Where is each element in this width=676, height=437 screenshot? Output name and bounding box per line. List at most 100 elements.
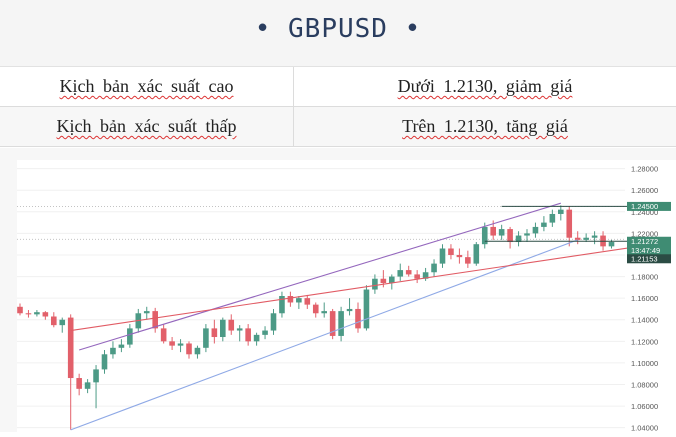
- candle-body: [118, 344, 125, 348]
- price-badge-label: 1.24500: [631, 202, 658, 211]
- candle-body: [76, 378, 82, 389]
- scenario-label: Kịch bản xác suất cao: [59, 76, 234, 96]
- candle-body: [127, 328, 133, 345]
- candle-body: [270, 313, 277, 331]
- candle-body: [397, 270, 404, 277]
- candle-body: [431, 263, 437, 273]
- candle-body: [532, 226, 539, 234]
- column-divider: [293, 107, 294, 146]
- candle-body: [245, 328, 251, 342]
- table-row: Kịch bản xác suất thấp Trên 1.2130, tăng…: [0, 107, 676, 147]
- candle-body: [287, 296, 294, 303]
- candle-body: [59, 319, 66, 326]
- column-divider: [293, 67, 294, 106]
- price-badge-time: 13:47:49: [631, 246, 660, 255]
- candle-body: [591, 235, 598, 238]
- candle-body: [541, 222, 547, 227]
- candle-body: [507, 229, 513, 243]
- page-title: • GBPUSD •: [254, 14, 422, 44]
- candle-body: [186, 343, 192, 355]
- candle-body: [84, 382, 91, 389]
- candle-body: [490, 226, 496, 236]
- y-tick-label: 1.16000: [631, 294, 658, 303]
- candle-body: [236, 328, 243, 331]
- candle-body: [558, 209, 564, 214]
- candle-body: [448, 248, 454, 255]
- title-bar: • GBPUSD •: [0, 0, 676, 67]
- candle-body: [465, 257, 471, 264]
- candle-body: [549, 213, 556, 223]
- candle-body: [414, 274, 420, 279]
- candle-body: [380, 278, 387, 284]
- candle-body: [67, 317, 74, 379]
- price-badge: [627, 236, 671, 255]
- candle-body: [177, 343, 184, 346]
- candle-body: [329, 311, 336, 336]
- y-tick-label: 1.26000: [631, 186, 658, 195]
- candle-body: [583, 237, 589, 240]
- candle-body: [51, 316, 57, 326]
- candle-body: [389, 276, 395, 284]
- chart-panel: 1.280001.260001.240001.220001.200001.180…: [17, 160, 676, 433]
- candle-body: [498, 229, 505, 236]
- candle-body: [405, 270, 412, 275]
- candle-body: [253, 334, 260, 342]
- candle-body: [160, 328, 167, 342]
- y-tick-label: 1.08000: [631, 381, 658, 390]
- candle-body: [473, 244, 480, 264]
- candle-body: [228, 319, 235, 331]
- y-tick-label: 1.28000: [631, 165, 658, 174]
- support-line: [70, 239, 578, 431]
- candle-body: [312, 304, 319, 314]
- trend-line: [70, 243, 654, 332]
- price-badge-label: 1.21272: [631, 237, 658, 246]
- candle-body: [93, 369, 99, 383]
- candle-body: [372, 278, 378, 290]
- candle-body: [524, 233, 530, 236]
- candle-body: [566, 209, 573, 238]
- candle-body: [101, 354, 108, 370]
- candle-body: [456, 254, 463, 258]
- candle-body: [481, 226, 488, 245]
- scenario-label: Kịch bản xác suất thấp: [56, 116, 237, 136]
- candle-body: [304, 298, 311, 305]
- candle-body: [152, 311, 158, 329]
- scenario-value: Trên 1.2130, tăng giá: [402, 116, 568, 136]
- candle-body: [296, 298, 302, 303]
- candle-body: [262, 330, 268, 335]
- resistance-line: [78, 202, 561, 351]
- y-tick-label: 1.18000: [631, 273, 658, 282]
- price-badge: [627, 201, 671, 211]
- scenario-value: Dưới 1.2130, giảm giá: [397, 76, 573, 96]
- y-tick-label: 1.14000: [631, 316, 658, 325]
- candle-body: [321, 311, 327, 314]
- candle-body: [574, 237, 581, 240]
- candle-body: [143, 311, 150, 314]
- candle-body: [17, 306, 23, 314]
- y-tick-label: 1.22000: [631, 229, 658, 238]
- candle-body: [211, 328, 218, 338]
- candlestick-chart[interactable]: 1.280001.260001.240001.220001.200001.180…: [17, 160, 676, 433]
- y-tick-label: 1.04000: [631, 424, 658, 432]
- chart-area: 1.280001.260001.240001.220001.200001.180…: [0, 148, 676, 433]
- candle-body: [169, 341, 175, 346]
- candle-body: [355, 308, 361, 329]
- candle-body: [422, 272, 429, 279]
- y-tick-label: 1.24000: [631, 208, 658, 217]
- y-tick-label: 1.06000: [631, 402, 658, 411]
- symbol-title: GBPUSD: [288, 14, 388, 44]
- candle-body: [346, 308, 353, 312]
- price-badge-label: 1.21153: [631, 254, 658, 263]
- candle-body: [25, 313, 32, 315]
- candle-body: [439, 248, 446, 264]
- candle-body: [515, 235, 522, 243]
- candle-body: [34, 312, 40, 315]
- candle-body: [338, 311, 344, 336]
- price-badge: [627, 254, 671, 264]
- candle-body: [42, 312, 49, 317]
- candle-body: [279, 296, 285, 314]
- candle-body: [608, 242, 615, 247]
- table-row: Kịch bản xác suất cao Dưới 1.2130, giảm …: [0, 67, 676, 107]
- candle-body: [220, 319, 226, 338]
- candle-body: [194, 347, 201, 355]
